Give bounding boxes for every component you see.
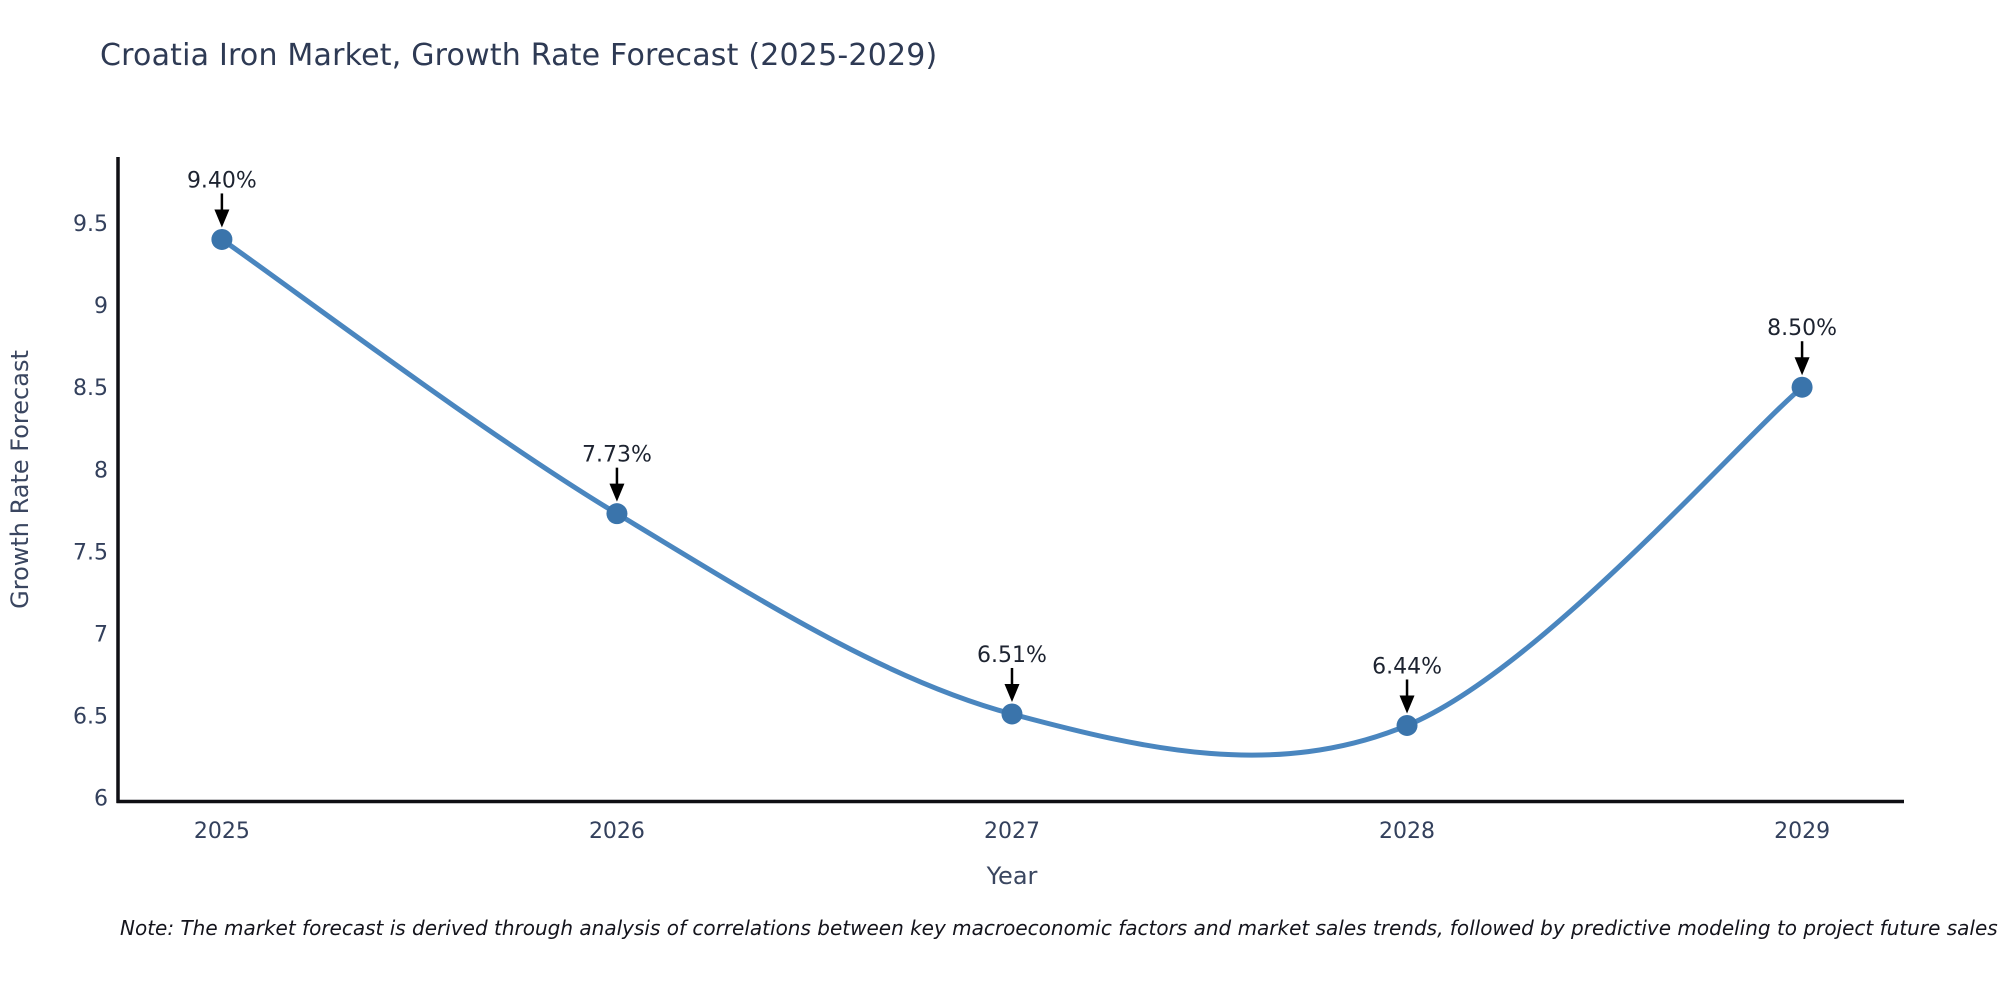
x-tick-label: 2025	[194, 819, 250, 844]
annotation-label: 9.40%	[187, 168, 257, 193]
chart-title: Croatia Iron Market, Growth Rate Forecas…	[100, 38, 938, 73]
data-point-2025[interactable]	[211, 228, 233, 250]
annotation-label: 6.51%	[977, 643, 1047, 668]
x-tick-label: 2027	[984, 819, 1040, 844]
chart-footnote: Note: The market forecast is derived thr…	[120, 916, 1998, 940]
y-tick-label: 6	[94, 787, 108, 812]
annotation-label: 8.50%	[1767, 316, 1837, 341]
annotation-label: 6.44%	[1372, 654, 1442, 679]
y-tick-label: 9	[94, 294, 108, 319]
data-point-2028[interactable]	[1396, 714, 1418, 736]
y-axis-title: Growth Rate Forecast	[6, 350, 34, 609]
data-point-2029[interactable]	[1791, 376, 1813, 398]
annotation-arrowhead	[214, 209, 230, 228]
data-point-2026[interactable]	[606, 503, 628, 525]
annotation-arrowhead	[1004, 683, 1020, 702]
y-tick-label: 6.5	[73, 705, 108, 730]
y-tick-label: 9.5	[73, 212, 108, 237]
annotation-arrowhead	[1794, 357, 1810, 376]
y-tick-label: 8	[94, 458, 108, 483]
annotation-arrowhead	[609, 483, 625, 502]
annotation-arrowhead	[1399, 695, 1415, 714]
annotation-label: 7.73%	[582, 443, 652, 468]
data-point-2027[interactable]	[1001, 703, 1023, 725]
y-tick-label: 7.5	[73, 540, 108, 565]
x-tick-label: 2026	[589, 819, 645, 844]
x-tick-label: 2029	[1774, 819, 1830, 844]
x-axis-title: Year	[986, 862, 1038, 890]
y-tick-label: 8.5	[73, 376, 108, 401]
x-tick-label: 2028	[1379, 819, 1435, 844]
y-tick-label: 7	[94, 623, 108, 648]
